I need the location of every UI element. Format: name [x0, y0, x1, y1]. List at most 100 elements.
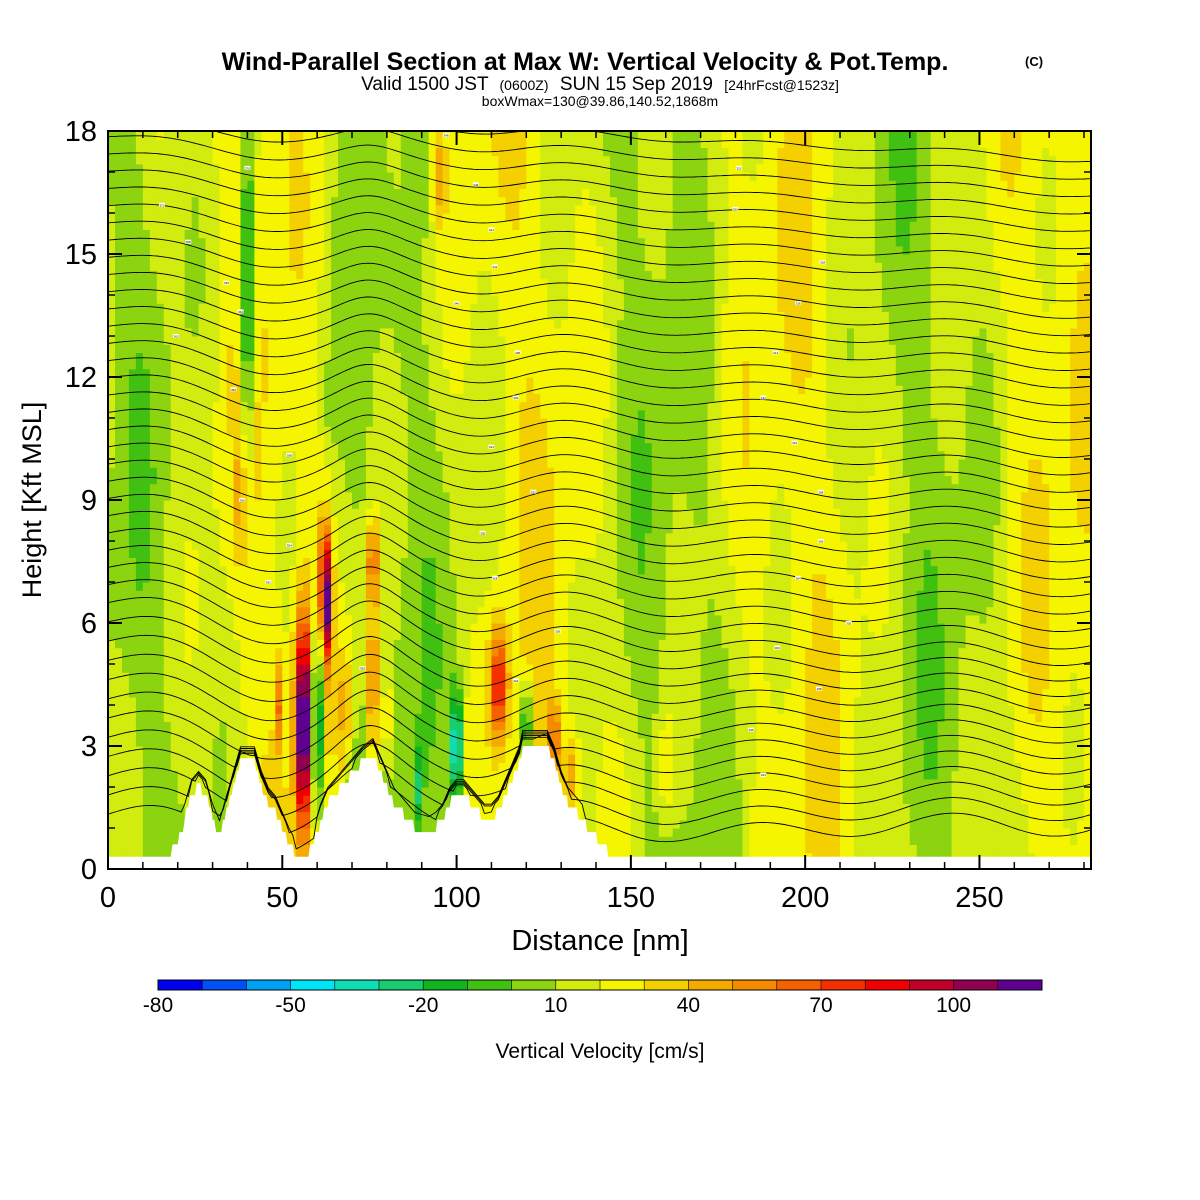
velocity-cell — [372, 204, 381, 214]
velocity-cell — [303, 647, 311, 657]
velocity-cell — [254, 352, 262, 362]
velocity-cell — [393, 639, 402, 649]
velocity-cell — [149, 623, 158, 632]
velocity-cell — [324, 180, 332, 189]
velocity-cell — [142, 811, 151, 821]
velocity-cell — [393, 475, 402, 485]
velocity-cell — [310, 532, 318, 542]
velocity-cell — [463, 573, 472, 583]
velocity-cell — [358, 393, 367, 403]
velocity-cell — [407, 787, 416, 796]
velocity-cell — [324, 204, 332, 214]
velocity-cell — [135, 450, 144, 460]
velocity-cell — [108, 491, 116, 501]
velocity-cell — [379, 664, 388, 673]
velocity-cell — [310, 770, 318, 780]
velocity-cell — [317, 532, 325, 542]
velocity-cell — [449, 139, 458, 148]
velocity-cell — [491, 557, 500, 567]
velocity-cell — [442, 598, 451, 608]
velocity-cell — [184, 639, 193, 649]
velocity-cell — [449, 483, 458, 493]
velocity-cell — [191, 377, 200, 386]
velocity-cell — [247, 286, 255, 296]
velocity-cell — [240, 262, 249, 271]
velocity-cell — [331, 229, 339, 239]
velocity-cell — [177, 795, 186, 804]
velocity-cell — [254, 614, 262, 624]
velocity-cell — [205, 754, 214, 763]
velocity-cell — [163, 204, 172, 214]
velocity-cell — [184, 623, 193, 632]
velocity-cell — [393, 549, 402, 558]
velocity-cell — [282, 475, 290, 485]
velocity-cell — [135, 737, 144, 747]
velocity-cell — [463, 631, 472, 640]
velocity-cell — [310, 819, 318, 829]
velocity-cell — [128, 270, 137, 280]
velocity-cell — [205, 778, 214, 788]
velocity-cell — [226, 172, 235, 181]
velocity-cell — [156, 401, 165, 411]
velocity-cell — [156, 327, 165, 337]
velocity-cell — [240, 245, 249, 255]
velocity-cell — [108, 631, 116, 640]
velocity-cell — [421, 459, 430, 468]
velocity-cell — [477, 131, 486, 140]
velocity-cell — [358, 442, 367, 452]
velocity-cell — [184, 491, 193, 501]
velocity-cell — [121, 647, 130, 657]
velocity-cell — [317, 606, 325, 616]
velocity-cell — [435, 770, 444, 780]
velocity-cell — [184, 770, 193, 780]
velocity-cell — [477, 344, 486, 353]
velocity-cell — [463, 475, 472, 485]
velocity-cell — [393, 286, 402, 296]
velocity-cell — [470, 442, 479, 452]
velocity-cell — [421, 327, 430, 337]
velocity-cell — [170, 368, 179, 378]
velocity-cell — [414, 319, 423, 329]
velocity-cell — [114, 188, 123, 198]
velocity-cell — [282, 213, 290, 222]
velocity-cell — [268, 295, 276, 304]
velocity-cell — [184, 286, 193, 296]
velocity-cell — [177, 409, 186, 419]
velocity-cell — [275, 491, 283, 501]
velocity-cell — [470, 639, 479, 649]
velocity-cell — [212, 434, 221, 444]
velocity-cell — [198, 631, 207, 640]
velocity-cell — [317, 541, 325, 550]
velocity-cell — [268, 631, 276, 640]
velocity-cell — [393, 541, 402, 550]
velocity-cell — [442, 434, 451, 444]
velocity-cell — [421, 606, 430, 616]
velocity-cell — [219, 155, 228, 165]
velocity-cell — [393, 491, 402, 501]
velocity-cell — [149, 647, 158, 657]
velocity-cell — [386, 590, 395, 599]
velocity-cell — [177, 778, 186, 788]
velocity-cell — [226, 467, 235, 476]
velocity-cell — [463, 770, 472, 780]
velocity-cell — [358, 286, 367, 296]
velocity-cell — [435, 491, 444, 501]
velocity-cell — [149, 368, 158, 378]
velocity-cell — [268, 664, 276, 673]
velocity-cell — [282, 639, 290, 649]
velocity-cell — [156, 278, 165, 288]
velocity-cell — [463, 516, 472, 526]
velocity-cell — [247, 295, 255, 304]
velocity-cell — [282, 614, 290, 624]
velocity-cell — [289, 344, 297, 353]
velocity-cell — [289, 213, 297, 222]
velocity-cell — [296, 360, 304, 370]
velocity-cell — [435, 295, 444, 304]
velocity-cell — [407, 196, 416, 206]
velocity-cell — [477, 500, 486, 509]
velocity-cell — [149, 196, 158, 206]
velocity-cell — [219, 180, 228, 189]
velocity-cell — [184, 541, 193, 550]
velocity-cell — [310, 606, 318, 616]
velocity-cell — [421, 344, 430, 353]
